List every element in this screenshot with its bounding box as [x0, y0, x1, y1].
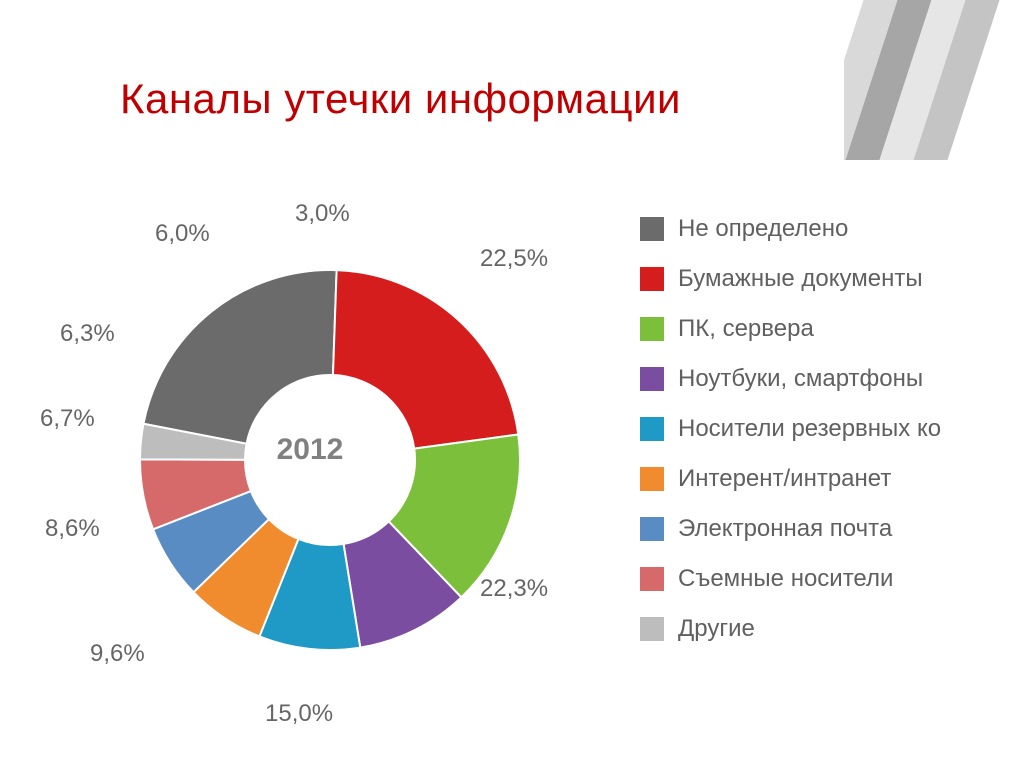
legend-item: Другие	[640, 615, 941, 643]
slice-label: 6,7%	[40, 405, 95, 433]
legend-label: Бумажные документы	[678, 265, 923, 293]
slice-label: 22,5%	[480, 245, 548, 273]
legend-label: Носители резервных ко	[678, 415, 941, 443]
legend-item: Электронная почта	[640, 515, 941, 543]
legend-item: Ноутбуки, смартфоны	[640, 365, 941, 393]
legend-item: ПК, сервера	[640, 315, 941, 343]
legend-swatch	[640, 417, 664, 441]
legend-label: Не определено	[678, 215, 848, 243]
donut-slice	[143, 270, 336, 444]
legend-label: Другие	[678, 615, 755, 643]
slice-label: 3,0%	[295, 200, 350, 228]
slice-label: 6,3%	[60, 320, 115, 348]
legend-label: ПК, сервера	[678, 315, 814, 343]
legend-swatch	[640, 567, 664, 591]
legend-swatch	[640, 517, 664, 541]
page-title: Каналы утечки информации	[120, 75, 681, 123]
donut-slice	[333, 270, 518, 448]
legend-label: Электронная почта	[678, 515, 892, 543]
legend-label: Интерент/интранет	[678, 465, 891, 493]
legend-label: Ноутбуки, смартфоны	[678, 365, 923, 393]
slice-label: 6,0%	[155, 220, 210, 248]
legend-label: Съемные носители	[678, 565, 893, 593]
slice-label: 8,6%	[45, 515, 100, 543]
legend-swatch	[640, 267, 664, 291]
legend-swatch	[640, 217, 664, 241]
legend-item: Бумажные документы	[640, 265, 941, 293]
legend-swatch	[640, 617, 664, 641]
slice-label: 9,6%	[90, 640, 145, 668]
donut-chart: 2012 22,5%22,3%15,0%9,6%8,6%6,7%6,3%6,0%…	[40, 170, 580, 730]
legend-item: Не определено	[640, 215, 941, 243]
legend-swatch	[640, 467, 664, 491]
legend-swatch	[640, 367, 664, 391]
legend-item: Интерент/интранет	[640, 465, 941, 493]
legend-item: Съемные носители	[640, 565, 941, 593]
legend: Не определено Бумажные документы ПК, серве…	[640, 215, 941, 665]
legend-swatch	[640, 317, 664, 341]
legend-item: Носители резервных ко	[640, 415, 941, 443]
slice-label: 15,0%	[265, 700, 333, 728]
slice-label: 22,3%	[480, 575, 548, 603]
corner-decoration	[844, 0, 1024, 160]
